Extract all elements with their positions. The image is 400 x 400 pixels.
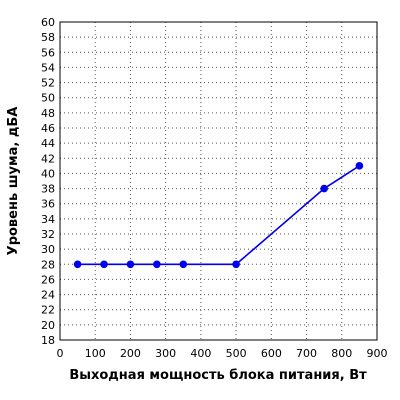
plot-frame — [59, 21, 378, 341]
x-tick-label: 0 — [57, 347, 64, 360]
y-tick-label: 50 — [41, 92, 55, 105]
data-point — [100, 260, 108, 269]
data-point — [355, 162, 364, 170]
series-line — [77, 165, 360, 266]
y-tick-label: 48 — [41, 107, 55, 120]
y-tick-label: 36 — [41, 198, 55, 211]
y-tick-label: 26 — [41, 273, 55, 286]
data-point — [73, 260, 82, 269]
y-tick-label: 54 — [41, 61, 55, 74]
y-tick-label: 28 — [41, 258, 55, 271]
y-tick-label: 44 — [41, 137, 55, 150]
y-tick-label: 20 — [41, 319, 55, 332]
y-tick-label: 40 — [41, 167, 55, 180]
y-tick-label: 46 — [41, 122, 55, 135]
y-tick-label: 34 — [41, 213, 55, 226]
y-tick-label: 38 — [41, 183, 55, 196]
x-axis-title: Выходная мощность блока питания, Вт — [69, 368, 367, 383]
y-tick-label: 56 — [41, 46, 55, 59]
x-tick-label: 500 — [226, 347, 247, 360]
x-tick-label: 900 — [367, 347, 388, 360]
x-tick-label: 600 — [261, 347, 282, 360]
x-tick-label: 300 — [155, 347, 176, 360]
x-tick-label: 100 — [85, 347, 106, 360]
x-tick-label: 400 — [190, 347, 211, 360]
y-axis-title: Уровень шума, дБА — [6, 107, 21, 256]
y-tick-label: 32 — [41, 228, 55, 241]
x-tick-label: 800 — [331, 347, 352, 360]
x-tick-label: 700 — [296, 347, 317, 360]
x-tick-label: 200 — [120, 347, 141, 360]
y-tick-label: 58 — [41, 31, 55, 44]
series-layer — [73, 162, 364, 269]
y-tick-label: 24 — [41, 289, 55, 302]
y-tick-label: 60 — [41, 16, 55, 29]
chart-grid — [60, 22, 377, 340]
data-point — [153, 260, 161, 269]
data-point — [320, 184, 328, 193]
y-tick-label: 42 — [41, 152, 55, 165]
y-tick-label: 22 — [41, 304, 55, 317]
tick-labels: 0 100 200 300 400 500 600 700 800 900 18 20 22 24 26 28… — [41, 16, 388, 360]
data-point — [126, 260, 135, 269]
y-tick-label: 52 — [41, 77, 55, 90]
y-tick-label: 30 — [41, 243, 55, 256]
data-point — [179, 260, 188, 269]
data-point — [232, 260, 240, 269]
y-tick-label: 18 — [41, 334, 55, 347]
